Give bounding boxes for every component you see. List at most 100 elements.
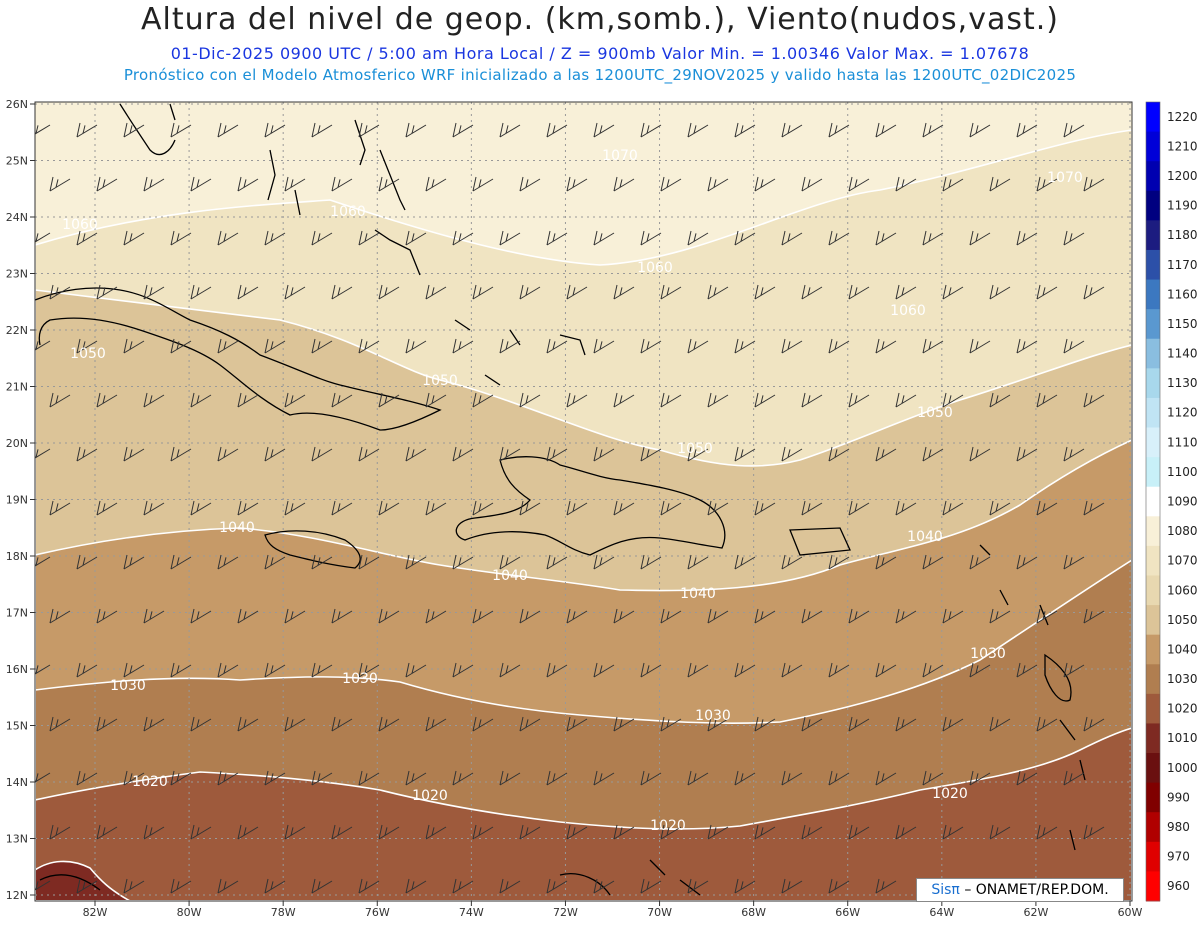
lat-label: 14N xyxy=(6,776,28,789)
wind-barb xyxy=(519,284,541,300)
wind-barb xyxy=(895,176,917,192)
wind-barb xyxy=(734,122,756,138)
wind-barb xyxy=(546,662,568,678)
colorbar-swatch xyxy=(1146,516,1160,547)
map-subtitle-model-info: Pronóstico con el Modelo Atmosferico WRF… xyxy=(123,66,1077,84)
wind-barb xyxy=(969,770,991,786)
wind-barb xyxy=(519,392,541,408)
wind-barb xyxy=(76,338,98,354)
colorbar-swatch xyxy=(1146,782,1160,813)
wind-barb xyxy=(942,824,964,840)
wind-barb xyxy=(613,608,635,624)
wind-barb xyxy=(264,770,286,786)
band-1010 xyxy=(35,861,130,901)
colorbar-swatch xyxy=(1146,457,1160,488)
wind-barb xyxy=(895,392,917,408)
colorbar-label: 960 xyxy=(1167,879,1190,893)
wind-barb xyxy=(546,446,568,462)
wind-barb xyxy=(687,770,709,786)
wind-barb xyxy=(734,554,756,570)
wind-barb xyxy=(687,446,709,462)
colorbar-label: 1220 xyxy=(1167,110,1198,124)
wind-barb xyxy=(378,824,400,840)
wind-barb xyxy=(781,662,803,678)
wind-barb xyxy=(217,122,239,138)
wind-barb xyxy=(593,446,615,462)
colorbar-label: 1180 xyxy=(1167,228,1198,242)
wind-barb xyxy=(593,338,615,354)
wind-barb xyxy=(1063,230,1085,246)
wind-barb xyxy=(895,284,917,300)
wind-barb xyxy=(170,878,192,894)
colorbar-label: 1150 xyxy=(1167,317,1198,331)
wind-barb xyxy=(895,824,917,840)
wind-barb xyxy=(284,608,306,624)
wind-barb xyxy=(358,770,380,786)
contour-label: 1030 xyxy=(970,646,1006,662)
contour-label: 1050 xyxy=(422,373,458,389)
wind-barb xyxy=(801,176,823,192)
wind-barb xyxy=(1036,716,1058,732)
wind-barb xyxy=(895,716,917,732)
wind-barb xyxy=(405,770,427,786)
height-bands: 1070 1070 1060 1060 1060 1060 1050 1050 1050 1050… xyxy=(35,102,1132,901)
wind-barb xyxy=(613,716,635,732)
contour-label: 1040 xyxy=(680,586,716,602)
wind-barb xyxy=(519,608,541,624)
colorbar-swatch xyxy=(1146,368,1160,399)
wind-barb xyxy=(875,338,897,354)
colorbar-label: 1200 xyxy=(1167,169,1198,183)
coast-bahamas xyxy=(267,119,586,386)
credit-org: – ONAMET/REP.DOM. xyxy=(964,882,1109,898)
wind-barb xyxy=(49,176,71,192)
wind-barb xyxy=(1063,662,1085,678)
wind-barb xyxy=(848,608,870,624)
wind-barb xyxy=(566,716,588,732)
colorbar-swatch xyxy=(1146,279,1160,310)
wind-barb xyxy=(452,338,474,354)
wind-barb xyxy=(989,824,1011,840)
lat-label: 16N xyxy=(6,663,28,676)
wind-barb xyxy=(378,608,400,624)
wind-barb xyxy=(1016,446,1038,462)
wind-barb xyxy=(237,608,259,624)
wind-barb xyxy=(190,608,212,624)
colorbar-swatch xyxy=(1146,545,1160,576)
contour-labels: 1070 1070 1060 1060 1060 1060 1050 1050 1050 1050… xyxy=(62,148,1083,834)
wind-barb xyxy=(969,338,991,354)
wind-barb xyxy=(848,824,870,840)
wind-barb xyxy=(1063,122,1085,138)
wind-barb xyxy=(781,554,803,570)
wind-barb xyxy=(123,446,145,462)
wind-barb xyxy=(76,878,98,894)
wind-barb xyxy=(311,662,333,678)
colorbar-swatch xyxy=(1146,634,1160,665)
colorbar-frame xyxy=(1145,101,1161,902)
wind-barb xyxy=(1063,446,1085,462)
wind-barb xyxy=(640,662,662,678)
wind-barb xyxy=(875,770,897,786)
wind-barb xyxy=(613,284,635,300)
wind-barb xyxy=(499,446,521,462)
lat-lon-grid xyxy=(35,102,1132,901)
wind-barb xyxy=(922,122,944,138)
wind-barb xyxy=(828,230,850,246)
wind-barb xyxy=(1083,500,1105,516)
wind-barb xyxy=(687,662,709,678)
colorbar-label: 1090 xyxy=(1167,495,1198,509)
wind-barb xyxy=(640,446,662,462)
wind-barb xyxy=(237,824,259,840)
lon-label: 60W xyxy=(1118,906,1143,919)
wind-barb xyxy=(1083,608,1105,624)
wind-barb xyxy=(566,284,588,300)
wind-barb xyxy=(405,878,427,894)
wind-barb xyxy=(922,338,944,354)
lat-label: 22N xyxy=(6,324,28,337)
wind-barb xyxy=(378,392,400,408)
wind-barb xyxy=(378,716,400,732)
colorbar-swatch xyxy=(1146,161,1160,192)
wind-barb xyxy=(96,284,118,300)
wind-barb xyxy=(660,284,682,300)
colorbar-swatch xyxy=(1146,753,1160,784)
wind-barb xyxy=(76,554,98,570)
